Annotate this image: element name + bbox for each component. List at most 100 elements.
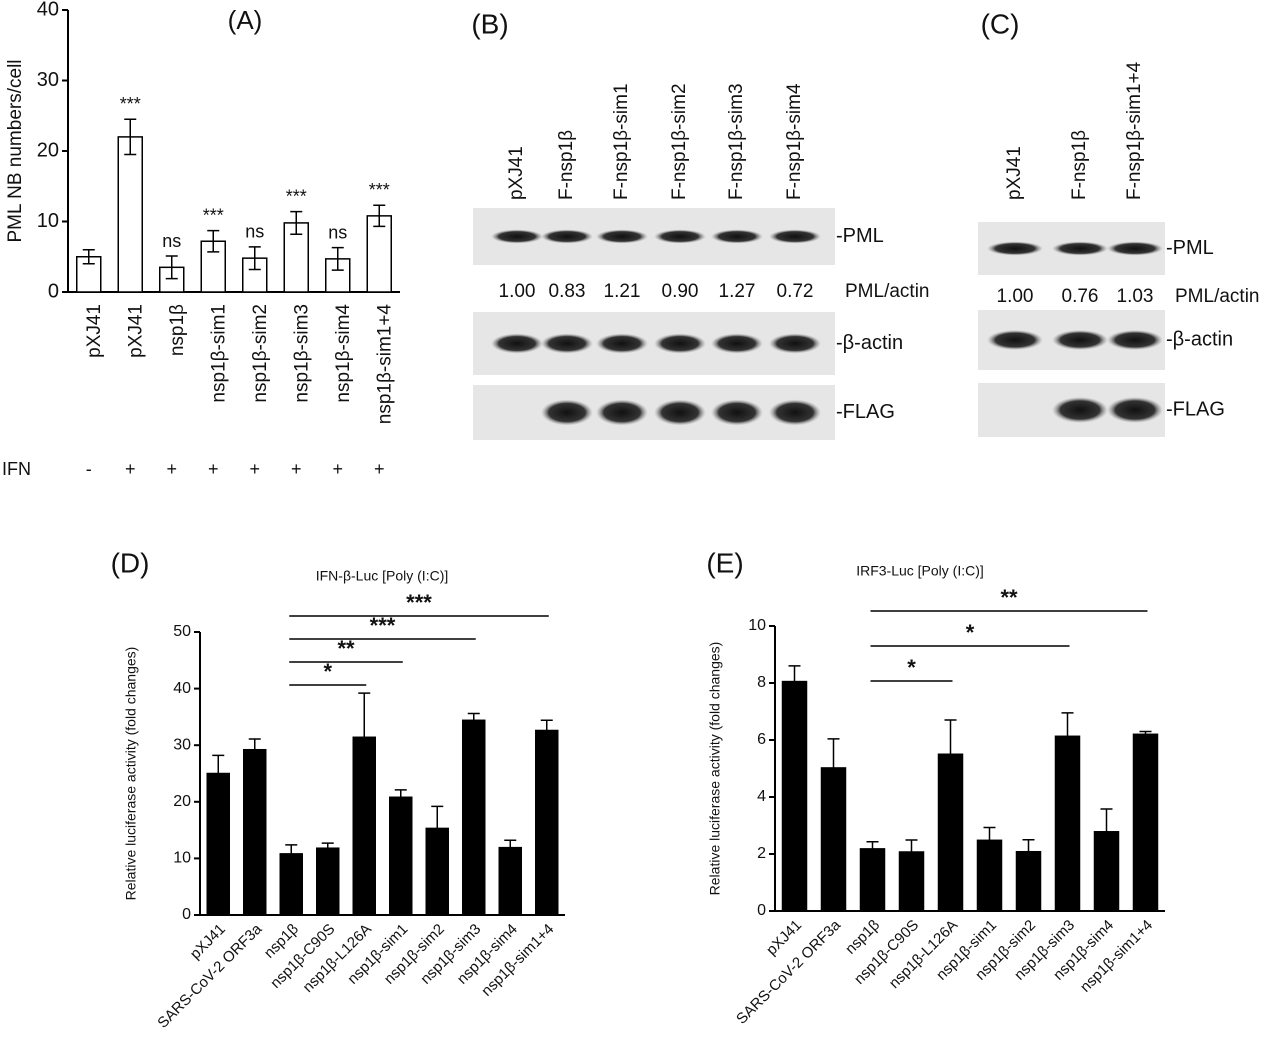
chart-title: IRF3-Luc [Poly (I:C)] bbox=[856, 563, 984, 579]
error-bar bbox=[1022, 839, 1035, 865]
error-bar bbox=[248, 738, 261, 762]
treatment-sign: - bbox=[86, 459, 92, 479]
x-tick-label: nsp1β-sim2 bbox=[250, 304, 271, 403]
bar bbox=[206, 772, 230, 916]
bar bbox=[1054, 735, 1081, 912]
ratio: 1.21 bbox=[604, 281, 641, 302]
ratio: 0.72 bbox=[777, 281, 814, 302]
y-axis-label: Relative luciferase activity (fold chang… bbox=[123, 647, 139, 901]
ratio-label: PML/actin bbox=[845, 281, 929, 302]
lane-label: F-nsp1β-sim1+4 bbox=[1124, 61, 1145, 200]
treatment-sign: + bbox=[291, 459, 302, 479]
blot-band bbox=[596, 333, 648, 354]
y-tick-label: 2 bbox=[757, 845, 766, 862]
significance: *** bbox=[203, 205, 224, 225]
bar bbox=[316, 847, 340, 916]
bar bbox=[243, 748, 267, 916]
significance: ns bbox=[162, 231, 181, 251]
y-tick-label: 40 bbox=[37, 0, 59, 20]
bar bbox=[859, 848, 886, 912]
error-bar bbox=[373, 204, 386, 228]
y-tick-label: 50 bbox=[173, 623, 191, 640]
blot-band bbox=[596, 399, 648, 426]
error-bar bbox=[866, 840, 879, 857]
blot-band bbox=[1107, 330, 1163, 350]
blot-band bbox=[769, 333, 821, 354]
blot-band bbox=[987, 241, 1043, 256]
x-tick-label: pXJ41 bbox=[125, 304, 146, 358]
lane-label: pXJ41 bbox=[1004, 146, 1025, 200]
blot-band bbox=[1107, 397, 1163, 423]
blot-band bbox=[541, 333, 593, 354]
chart-title: IFN-β-Luc [Poly (I:C)] bbox=[316, 568, 449, 584]
band-label: -β-actin bbox=[836, 332, 903, 354]
treatment-label: IFN bbox=[2, 459, 31, 479]
band-label: -PML bbox=[1166, 237, 1214, 259]
error-bar bbox=[827, 738, 840, 798]
y-tick-label: 10 bbox=[173, 850, 191, 867]
lane-label: F-nsp1β-sim3 bbox=[726, 83, 747, 200]
y-tick-label: 8 bbox=[757, 674, 766, 691]
error-bar bbox=[321, 842, 334, 855]
ratio: 1.03 bbox=[1117, 286, 1154, 307]
treatment-sign: + bbox=[166, 459, 177, 479]
blot-band bbox=[987, 330, 1043, 350]
significance: ns bbox=[245, 222, 264, 242]
error-bar bbox=[82, 248, 95, 265]
y-tick-label: 0 bbox=[182, 906, 191, 923]
significance: ns bbox=[328, 222, 347, 242]
error-bar bbox=[905, 839, 918, 865]
y-tick-label: 6 bbox=[757, 731, 766, 748]
x-tick-label: nsp1β-sim1+4 bbox=[374, 304, 395, 425]
error-bar bbox=[540, 719, 553, 742]
x-tick-label: nsp1β-sim1 bbox=[208, 304, 229, 403]
comparison-label: *** bbox=[370, 613, 396, 638]
lane-label: pXJ41 bbox=[506, 146, 527, 200]
blot-band bbox=[711, 229, 763, 244]
ratio: 0.83 bbox=[549, 281, 586, 302]
blot-band bbox=[1107, 241, 1163, 256]
error-bar bbox=[290, 210, 303, 235]
blot-band bbox=[654, 399, 706, 426]
blot-band bbox=[654, 229, 706, 244]
error-bar bbox=[212, 754, 225, 793]
error-bar bbox=[1061, 712, 1074, 761]
x-tick-label: pXJ41 bbox=[84, 304, 105, 358]
comparison-label: * bbox=[966, 620, 975, 645]
blot-band bbox=[1052, 330, 1108, 350]
error-bar bbox=[983, 826, 996, 854]
y-axis-label: Relative luciferase activity (fold chang… bbox=[707, 642, 723, 896]
blot-band bbox=[541, 229, 593, 244]
panel-label: (C) bbox=[981, 8, 1020, 39]
lane-label: F-nsp1β-sim4 bbox=[784, 83, 805, 200]
ratio-label: PML/actin bbox=[1175, 286, 1259, 307]
treatment-sign: + bbox=[208, 459, 219, 479]
y-tick-label: 30 bbox=[37, 69, 59, 91]
bar bbox=[535, 729, 559, 916]
significance: *** bbox=[120, 94, 141, 114]
comparison-label: * bbox=[323, 659, 332, 684]
error-bar bbox=[207, 229, 220, 253]
error-bar bbox=[788, 665, 801, 698]
error-bar bbox=[1139, 730, 1152, 738]
band-label: -FLAG bbox=[1166, 398, 1225, 420]
error-bar bbox=[124, 118, 137, 156]
bar bbox=[462, 719, 486, 916]
bar bbox=[200, 240, 226, 293]
error-bar bbox=[165, 255, 178, 280]
blot-band bbox=[654, 333, 706, 354]
lane-label: F-nsp1β bbox=[556, 130, 577, 200]
error-bar bbox=[331, 246, 344, 271]
lane-label: F-nsp1β-sim2 bbox=[669, 83, 690, 200]
y-tick-label: 20 bbox=[173, 793, 191, 810]
error-bar bbox=[944, 719, 957, 790]
ratio: 1.27 bbox=[719, 281, 756, 302]
y-tick-label: 0 bbox=[48, 280, 59, 302]
blot-band bbox=[541, 399, 593, 426]
bar bbox=[781, 680, 808, 912]
blot-band bbox=[596, 229, 648, 244]
error-bar bbox=[394, 789, 407, 806]
error-bar bbox=[431, 805, 444, 852]
ratio: 1.00 bbox=[499, 281, 536, 302]
